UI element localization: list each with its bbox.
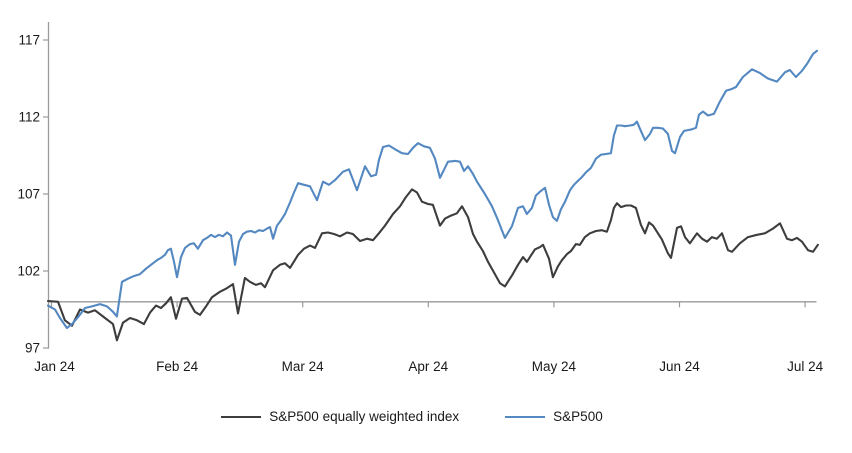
x-tick-label: May 24	[532, 359, 577, 374]
legend-line-swatch-sp500	[505, 415, 546, 418]
y-tick-label: 97	[25, 341, 40, 356]
x-tick-label: Jun 24	[659, 359, 700, 374]
y-tick-label: 117	[18, 33, 40, 48]
x-tick-label: Feb 24	[156, 359, 199, 374]
series-line-sp500	[46, 49, 819, 330]
y-tick-label: 112	[18, 110, 40, 125]
series-line-sp500-equal-weight	[46, 188, 819, 342]
y-tick-label: 107	[17, 187, 40, 202]
x-tick-label: Jul 24	[787, 359, 824, 374]
x-tick-label: Mar 24	[282, 359, 325, 374]
legend-line-swatch-sp500-equal-weight	[221, 415, 262, 418]
y-tick-label: 102	[17, 264, 40, 279]
x-tick-label: Jan 24	[34, 359, 75, 374]
legend-item-sp500-equal-weight: S&P500 equally weighted index	[221, 409, 459, 424]
legend-item-sp500: S&P500	[505, 409, 603, 424]
legend-label-sp500-equal-weight: S&P500 equally weighted index	[269, 409, 460, 424]
chart-legend: S&P500 equally weighted index S&P500	[0, 409, 838, 424]
legend-label-sp500: S&P500	[553, 409, 603, 424]
x-tick-label: Apr 24	[408, 359, 448, 374]
